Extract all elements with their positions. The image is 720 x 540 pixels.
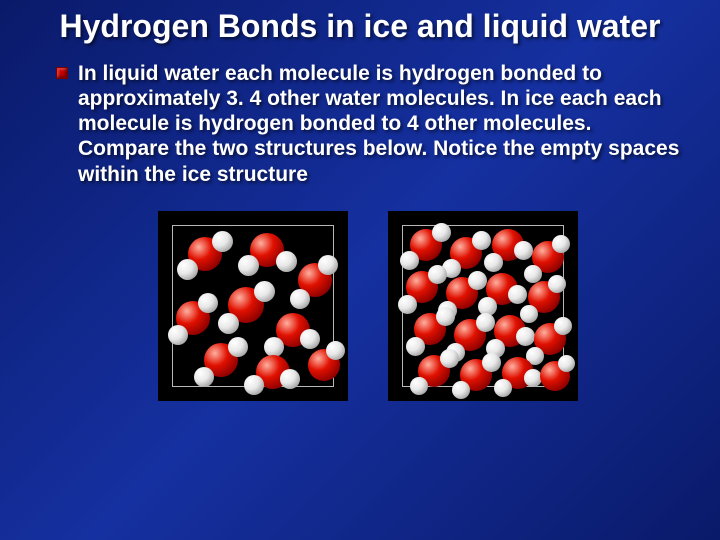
- slide-body: In liquid water each molecule is hydroge…: [0, 57, 720, 401]
- hydrogen-atom: [264, 337, 284, 357]
- hydrogen-atom: [452, 381, 470, 399]
- hydrogen-atom: [406, 337, 425, 356]
- bullet-item: In liquid water each molecule is hydroge…: [56, 61, 680, 187]
- hydrogen-atom: [168, 325, 188, 345]
- hydrogen-atom: [514, 241, 533, 260]
- hydrogen-atom: [410, 377, 428, 395]
- hydrogen-atom: [326, 341, 345, 360]
- hydrogen-atom: [318, 255, 338, 275]
- hydrogen-atom: [476, 313, 495, 332]
- hydrogen-atom: [276, 251, 297, 272]
- hydrogen-atom: [472, 231, 491, 250]
- hydrogen-atom: [468, 271, 487, 290]
- liquid-water-structure-image: [388, 211, 578, 401]
- hydrogen-atom: [400, 251, 419, 270]
- hydrogen-atom: [520, 305, 538, 323]
- images-row: [56, 211, 680, 401]
- hydrogen-atom: [428, 265, 447, 284]
- hydrogen-atom: [238, 255, 259, 276]
- hydrogen-atom: [177, 259, 198, 280]
- hydrogen-atom: [558, 355, 575, 372]
- hydrogen-atom: [484, 253, 503, 272]
- hydrogen-atom: [548, 275, 566, 293]
- hydrogen-atom: [432, 223, 451, 242]
- hydrogen-atom: [194, 367, 214, 387]
- hydrogen-atom: [290, 289, 310, 309]
- hydrogen-atom: [440, 349, 459, 368]
- hydrogen-atom: [436, 307, 455, 326]
- hydrogen-atom: [198, 293, 218, 313]
- hydrogen-atom: [228, 337, 248, 357]
- hydrogen-atom: [244, 375, 264, 395]
- hydrogen-atom: [280, 369, 300, 389]
- ice-structure-image: [158, 211, 348, 401]
- hydrogen-atom: [508, 285, 527, 304]
- bullet-text: In liquid water each molecule is hydroge…: [78, 61, 680, 187]
- hydrogen-atom: [554, 317, 572, 335]
- hydrogen-atom: [212, 231, 233, 252]
- hydrogen-atom: [482, 353, 501, 372]
- hydrogen-atom: [524, 265, 542, 283]
- bullet-marker-icon: [56, 67, 68, 79]
- hydrogen-atom: [300, 329, 320, 349]
- hydrogen-atom: [516, 327, 535, 346]
- hydrogen-atom: [218, 313, 239, 334]
- hydrogen-atom: [494, 379, 512, 397]
- slide-title: Hydrogen Bonds in ice and liquid water: [0, 0, 720, 57]
- hydrogen-atom: [398, 295, 417, 314]
- slide: Hydrogen Bonds in ice and liquid water I…: [0, 0, 720, 540]
- hydrogen-atom: [552, 235, 570, 253]
- hydrogen-atom: [254, 281, 275, 302]
